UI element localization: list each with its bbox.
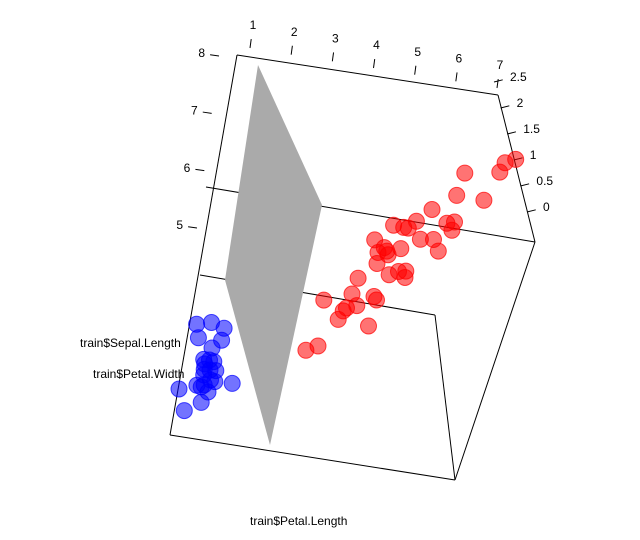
x-axis-label: train$Petal.Length: [250, 514, 347, 528]
z-tick-label: 2: [517, 96, 524, 110]
separating-plane: [225, 65, 322, 445]
x-tick-label: 1: [250, 18, 257, 32]
point: [392, 240, 410, 258]
point: [189, 329, 207, 347]
point: [175, 402, 193, 420]
y-tick-label: 5: [176, 218, 183, 232]
point: [315, 291, 333, 309]
x-tick-label: 4: [373, 38, 380, 52]
y-tick-label: 6: [184, 161, 191, 175]
point: [456, 164, 474, 182]
y-axis-label: train$Sepal.Length: [80, 336, 181, 350]
tick-mark: [188, 226, 198, 229]
x-tick-label: 2: [291, 25, 298, 39]
box: [169, 54, 536, 481]
tick-mark: [520, 183, 530, 187]
point: [425, 231, 442, 248]
tick-mark: [202, 111, 212, 114]
tick-mark: [210, 54, 220, 57]
tick-mark: [290, 45, 293, 55]
tick-mark: [455, 72, 458, 82]
z-axis-label: train$Petal.Width: [93, 367, 184, 381]
tick-mark: [526, 209, 536, 213]
tick-mark: [373, 59, 376, 69]
z-tick-label: 1.5: [523, 122, 540, 136]
x-tick-label: 6: [455, 52, 462, 66]
point: [223, 374, 241, 392]
point: [360, 317, 377, 335]
point: [309, 337, 327, 355]
point: [192, 393, 210, 411]
tick-mark: [507, 131, 517, 135]
point: [368, 255, 386, 272]
point: [205, 353, 223, 371]
point: [366, 231, 384, 249]
point: [195, 376, 213, 394]
y-tick-label: 7: [191, 104, 198, 118]
z-tick-label: 0.5: [536, 174, 553, 188]
point: [334, 302, 352, 320]
tick-mark: [496, 79, 499, 89]
point: [475, 191, 493, 209]
tick-mark: [500, 105, 510, 109]
x-tick-label: 7: [497, 58, 504, 72]
z-tick-label: 0: [543, 200, 550, 214]
point: [407, 212, 425, 230]
x-tick-label: 3: [332, 32, 339, 46]
z-tick-label: 2.5: [510, 70, 527, 84]
point: [170, 380, 188, 398]
tick-mark: [249, 39, 252, 49]
tick-mark: [195, 168, 205, 172]
point: [396, 269, 414, 286]
point: [443, 221, 461, 239]
tick-mark: [493, 79, 503, 83]
point: [448, 186, 466, 204]
point: [215, 319, 233, 337]
tick-mark: [331, 52, 335, 62]
tick-mark: [414, 65, 417, 75]
z-tick-label: 1: [530, 148, 537, 162]
point: [507, 150, 525, 168]
point: [349, 269, 367, 287]
x-tick-label: 5: [414, 45, 421, 59]
point: [423, 201, 441, 218]
y-tick-label: 8: [198, 46, 205, 60]
point: [365, 288, 383, 305]
